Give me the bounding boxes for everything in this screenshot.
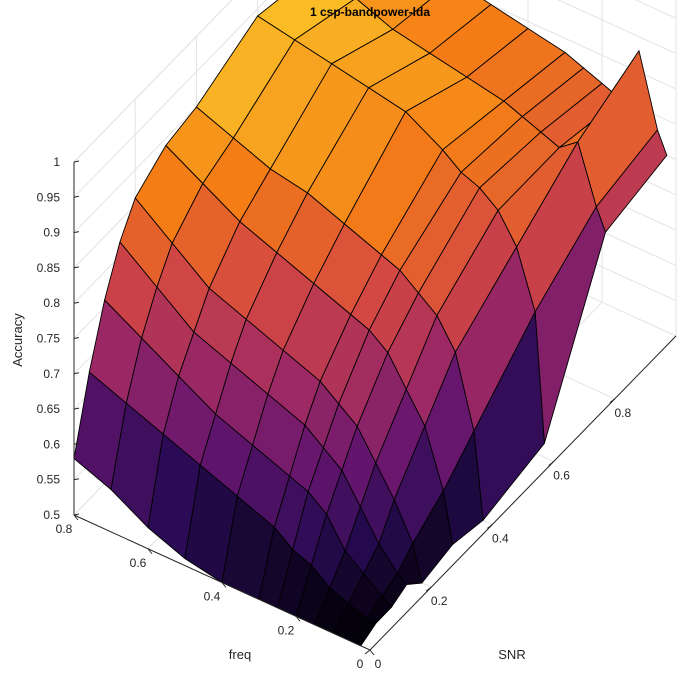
- z-tick-mark: [73, 301, 80, 304]
- grid-line: [73, 0, 233, 163]
- z-tick-mark: [73, 407, 80, 410]
- y-tick-label: 0.6: [130, 556, 147, 570]
- z-axis-label: Accuracy: [10, 313, 25, 367]
- y-tick-label: 0.8: [56, 522, 73, 536]
- z-tick-mark: [73, 337, 80, 339]
- z-tick-mark: [73, 442, 80, 445]
- z-tick-mark: [73, 372, 80, 375]
- z-tick-label: 0.85: [37, 261, 61, 275]
- z-tick-mark: [73, 195, 80, 198]
- surface: [73, 0, 668, 647]
- x-tick-label: 0.8: [614, 406, 631, 420]
- z-tick-label: 1: [53, 155, 60, 169]
- z-tick-label: 0.95: [37, 190, 61, 204]
- z-tick-label: 0.75: [37, 332, 61, 346]
- x-tick-mark: [364, 649, 371, 655]
- z-tick-mark: [73, 231, 80, 234]
- y-tick-mark: [73, 514, 79, 521]
- x-tick-label: 0.2: [431, 594, 448, 608]
- z-tick-label: 0.7: [43, 367, 60, 381]
- grid-line: [73, 0, 267, 198]
- x-tick-mark: [487, 524, 493, 529]
- z-tick-label: 0.8: [43, 296, 60, 310]
- y-axis-label: freq: [229, 647, 251, 662]
- tick-labels: 00.20.40.60.800.20.40.60.80.50.550.60.65…: [37, 155, 632, 671]
- y-tick-mark: [369, 649, 375, 656]
- z-tick-label: 0.65: [37, 402, 61, 416]
- z-tick-mark: [73, 478, 80, 481]
- y-tick-label: 0.4: [204, 590, 221, 604]
- x-tick-label: 0: [375, 657, 382, 671]
- y-tick-label: 0: [357, 657, 364, 671]
- z-tick-label: 0.6: [43, 437, 60, 451]
- chart-title: 1 csp-bandpower-lda: [310, 5, 430, 19]
- x-tick-label: 0.4: [492, 531, 509, 545]
- z-tick-mark: [73, 160, 80, 163]
- y-tick-mark: [147, 548, 153, 555]
- z-tick-label: 0.55: [37, 473, 61, 487]
- x-tick-mark: [425, 586, 432, 592]
- z-tick-label: 0.5: [43, 508, 60, 522]
- z-tick-label: 0.9: [43, 226, 60, 240]
- y-tick-label: 0.2: [278, 623, 295, 637]
- x-tick-mark: [548, 461, 554, 466]
- x-axis-line: [369, 335, 677, 651]
- z-tick-mark: [73, 266, 80, 269]
- x-tick-label: 0.6: [553, 469, 570, 483]
- x-axis-label: SNR: [498, 647, 525, 662]
- x-tick-mark: [609, 398, 616, 404]
- axes: [73, 160, 677, 656]
- grid-line: [557, 0, 677, 55]
- z-tick-mark: [73, 513, 80, 516]
- y-tick-mark: [221, 582, 227, 588]
- y-tick-mark: [295, 615, 301, 622]
